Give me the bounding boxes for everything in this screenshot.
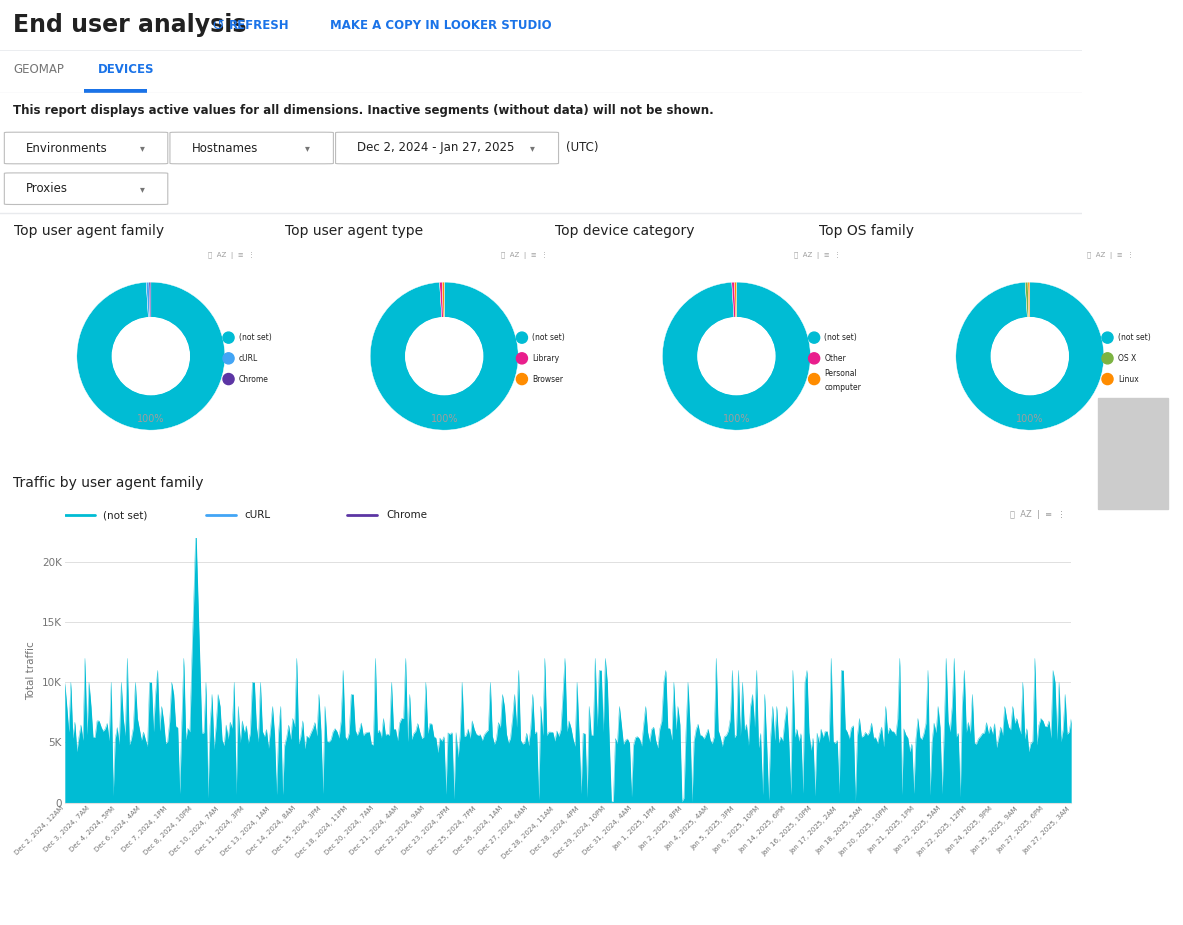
Text: Browser: Browser [532, 375, 563, 384]
FancyBboxPatch shape [5, 132, 168, 164]
Text: Top device category: Top device category [555, 224, 694, 238]
Text: Top OS family: Top OS family [820, 224, 914, 238]
Text: (UTC): (UTC) [567, 142, 599, 154]
Text: 100%: 100% [431, 414, 458, 424]
Text: 🔔  AZ  |  ≡  ⋮: 🔔 AZ | ≡ ⋮ [1087, 252, 1134, 259]
Wedge shape [370, 282, 518, 430]
Text: Chrome: Chrome [386, 510, 427, 520]
Text: 100%: 100% [723, 414, 750, 424]
Text: Linux: Linux [1118, 375, 1138, 384]
Text: This report displays active values for all dimensions. Inactive segments (withou: This report displays active values for a… [13, 104, 713, 117]
Text: cURL: cURL [245, 510, 271, 520]
Circle shape [1101, 352, 1113, 364]
Wedge shape [149, 282, 150, 317]
Wedge shape [440, 282, 444, 317]
Wedge shape [732, 282, 736, 317]
Bar [1098, 398, 1168, 509]
Text: (not set): (not set) [1118, 333, 1151, 342]
Circle shape [222, 332, 234, 343]
Text: 100%: 100% [1016, 414, 1043, 424]
Circle shape [1101, 332, 1113, 343]
Text: ▾: ▾ [305, 143, 310, 153]
Text: 🔔  AZ  |  ≡  ⋮: 🔔 AZ | ≡ ⋮ [502, 252, 549, 259]
Text: Top user agent family: Top user agent family [14, 224, 164, 238]
Text: REFRESH: REFRESH [228, 18, 289, 32]
Text: Traffic by user agent family: Traffic by user agent family [13, 476, 203, 490]
Text: 🔔  AZ  |  ≡  ⋮: 🔔 AZ | ≡ ⋮ [1010, 510, 1066, 519]
Text: (not set): (not set) [103, 510, 148, 520]
Text: cURL: cURL [239, 354, 258, 363]
Text: GEOMAP: GEOMAP [13, 63, 64, 76]
Wedge shape [956, 282, 1104, 430]
Bar [84, 89, 147, 92]
Text: Other: Other [825, 354, 846, 363]
Text: Proxies: Proxies [26, 182, 67, 195]
Text: End user analysis: End user analysis [13, 14, 246, 37]
Circle shape [112, 317, 189, 395]
Circle shape [808, 374, 820, 385]
Text: Dec 2, 2024 - Jan 27, 2025: Dec 2, 2024 - Jan 27, 2025 [357, 142, 515, 154]
Text: 🔔  AZ  |  ≡  ⋮: 🔔 AZ | ≡ ⋮ [208, 252, 256, 259]
Y-axis label: Total traffic: Total traffic [26, 641, 37, 700]
Text: DEVICES: DEVICES [97, 63, 154, 76]
Text: Personal: Personal [825, 369, 858, 378]
Text: Library: Library [532, 354, 560, 363]
Text: ▾: ▾ [140, 184, 144, 193]
Circle shape [406, 317, 483, 395]
Text: (not set): (not set) [239, 333, 272, 342]
Circle shape [222, 374, 234, 385]
Wedge shape [662, 282, 810, 430]
Text: Top user agent type: Top user agent type [285, 224, 422, 238]
Circle shape [516, 374, 528, 385]
Text: ↺: ↺ [211, 18, 224, 33]
Wedge shape [1026, 282, 1029, 317]
Circle shape [516, 332, 528, 343]
Text: Environments: Environments [26, 142, 108, 154]
Text: ▾: ▾ [530, 143, 535, 153]
Wedge shape [147, 282, 150, 317]
Text: ▾: ▾ [140, 143, 144, 153]
Circle shape [698, 317, 775, 395]
Circle shape [991, 317, 1068, 395]
Text: Hostnames: Hostnames [192, 142, 258, 154]
Circle shape [1101, 374, 1113, 385]
Text: OS X: OS X [1118, 354, 1136, 363]
Wedge shape [1028, 282, 1029, 317]
Circle shape [808, 332, 820, 343]
FancyBboxPatch shape [336, 132, 558, 164]
Text: 🔔  AZ  |  ≡  ⋮: 🔔 AZ | ≡ ⋮ [794, 252, 841, 259]
Text: (not set): (not set) [532, 333, 565, 342]
Circle shape [222, 352, 234, 364]
Circle shape [516, 352, 528, 364]
FancyBboxPatch shape [170, 132, 334, 164]
Wedge shape [77, 282, 225, 430]
Text: (not set): (not set) [825, 333, 858, 342]
Circle shape [808, 352, 820, 364]
Wedge shape [442, 282, 445, 317]
Text: Chrome: Chrome [239, 375, 269, 384]
Wedge shape [735, 282, 736, 317]
FancyBboxPatch shape [5, 173, 168, 204]
Text: MAKE A COPY IN LOOKER STUDIO: MAKE A COPY IN LOOKER STUDIO [330, 18, 551, 32]
Text: computer: computer [825, 384, 861, 392]
Text: 100%: 100% [137, 414, 164, 424]
